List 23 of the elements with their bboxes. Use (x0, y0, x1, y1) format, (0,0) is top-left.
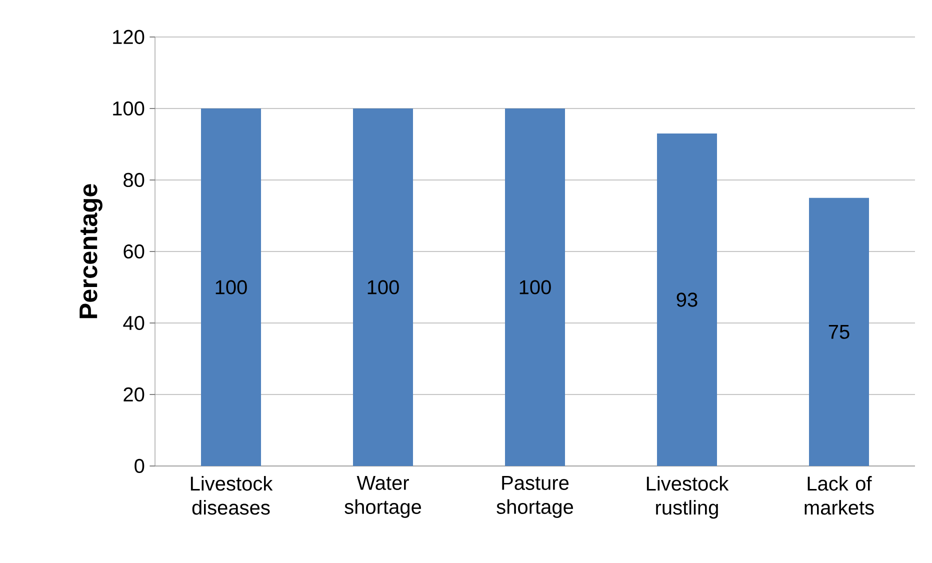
bar (353, 108, 413, 466)
data-label: 100 (216, 280, 247, 294)
x-tick-label: Livestock rustling (646, 476, 729, 519)
data-label: 100 (368, 280, 399, 294)
data-label: 75 (828, 324, 850, 339)
y-tick-label: 100 (113, 101, 144, 116)
y-tick-label: 20 (124, 387, 144, 402)
x-tick-label: Lack of markets (804, 476, 874, 515)
bar (201, 108, 262, 466)
data-label: 100 (520, 280, 551, 294)
bar (505, 108, 566, 466)
data-label: 93 (676, 292, 698, 307)
y-tick-label: 60 (124, 244, 144, 259)
y-axis-title: Percentage (80, 184, 102, 318)
y-tick-label: 80 (124, 172, 144, 188)
x-tick-label: Pasture shortage (496, 476, 574, 518)
y-tick-label: 120 (113, 30, 144, 44)
x-tick-label: Livestock diseases (190, 476, 273, 515)
bar (657, 134, 717, 466)
y-tick-label: 40 (123, 316, 144, 330)
y-tick-label: 0 (134, 458, 144, 474)
x-tick-label: Water shortage (344, 476, 422, 518)
bar (809, 198, 869, 466)
